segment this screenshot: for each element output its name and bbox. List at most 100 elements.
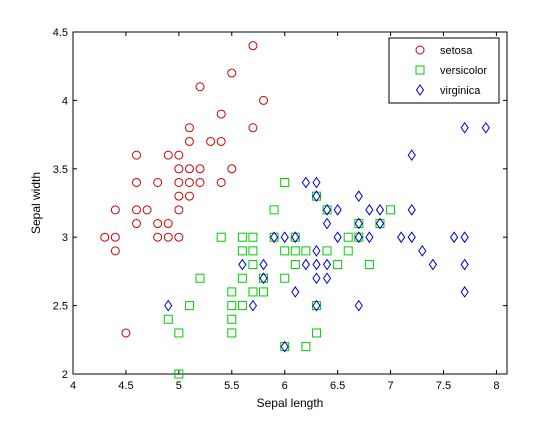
legend-marker-setosa <box>415 45 425 55</box>
versicolor-point <box>343 232 353 242</box>
versicolor-point <box>248 287 258 297</box>
legend-label-setosa: setosa <box>440 45 473 57</box>
virginica-point <box>312 272 321 285</box>
versicolor-point <box>216 232 226 242</box>
virginica-point <box>301 258 310 271</box>
versicolor-point <box>227 328 237 338</box>
virginica-point <box>428 258 438 271</box>
x-tick-label: 5 <box>176 380 182 392</box>
versicolor-point <box>386 205 396 215</box>
y-axis-label: Sepal width <box>29 172 43 234</box>
legend-marker-virginica <box>415 84 425 96</box>
virginica-point <box>460 286 469 298</box>
setosa-point <box>132 219 142 229</box>
setosa-point <box>174 164 184 174</box>
setosa-point <box>195 82 205 92</box>
setosa-point <box>216 177 226 187</box>
versicolor-point <box>343 246 353 256</box>
setosa-point <box>153 219 163 229</box>
versicolor-point <box>163 314 173 324</box>
setosa-point <box>216 136 226 146</box>
versicolor-point <box>280 246 290 256</box>
virginica-point <box>291 286 300 298</box>
virginica-point <box>322 258 332 271</box>
versicolor-point <box>290 246 300 256</box>
virginica-point <box>354 299 363 312</box>
virginica-point <box>375 203 385 216</box>
versicolor-point <box>227 301 237 311</box>
versicolor-point <box>269 205 279 215</box>
y-tick-label: 3.5 <box>53 164 68 176</box>
setosa-point <box>163 232 173 242</box>
legend-label-virginica: virginica <box>440 85 481 97</box>
versicolor-point <box>195 273 205 283</box>
setosa-point <box>153 177 163 187</box>
x-axis-label: Sepal length <box>257 396 324 410</box>
setosa-point <box>132 205 142 215</box>
versicolor-point <box>301 246 311 256</box>
virginica-point <box>354 231 363 244</box>
setosa-point <box>163 219 173 229</box>
setosa-point <box>163 150 173 160</box>
virginica-point <box>354 190 363 203</box>
setosa-point <box>206 136 216 146</box>
versicolor-point <box>290 260 300 270</box>
setosa-point <box>110 205 120 215</box>
x-tick-label: 4.5 <box>118 380 133 392</box>
virginica-point <box>280 231 289 244</box>
virginica-point <box>333 231 342 244</box>
series-setosa <box>100 41 269 338</box>
setosa-point <box>174 191 184 201</box>
versicolor-point <box>227 287 237 297</box>
y-tick-label: 4.5 <box>53 27 68 39</box>
versicolor-point <box>248 260 258 270</box>
versicolor-point <box>248 246 258 256</box>
virginica-point <box>291 231 300 244</box>
virginica-point <box>259 258 268 271</box>
x-tick-label: 7.5 <box>436 380 451 392</box>
versicolor-point <box>237 273 247 283</box>
virginica-point <box>270 231 279 244</box>
versicolor-point <box>280 273 290 283</box>
versicolor-point <box>259 287 269 297</box>
virginica-point <box>365 231 374 244</box>
versicolor-point <box>333 260 343 270</box>
virginica-point <box>312 245 321 257</box>
virginica-point <box>238 258 247 271</box>
setosa-point <box>132 150 142 160</box>
virginica-point <box>460 121 469 134</box>
ticks-layer: 4 4.5 5 5.5 6 6.5 7 7.5 8 2 2.5 3 3.5 4 4.5 <box>53 27 507 392</box>
versicolor-point <box>301 342 311 352</box>
virginica-point <box>280 340 289 353</box>
x-tick-label: 4 <box>70 380 76 392</box>
virginica-point <box>322 272 332 285</box>
virginica-point <box>333 203 342 216</box>
setosa-point <box>227 164 237 174</box>
versicolor-point <box>174 328 184 338</box>
setosa-point <box>132 177 142 187</box>
y-tick-label: 3 <box>62 232 68 244</box>
versicolor-point <box>280 177 290 187</box>
versicolor-point <box>364 260 374 270</box>
virginica-point <box>460 231 469 244</box>
virginica-point <box>407 203 416 216</box>
x-tick-label: 6 <box>282 380 288 392</box>
virginica-point <box>164 299 173 312</box>
virginica-point <box>397 231 406 244</box>
x-tick-label: 5.5 <box>224 380 239 392</box>
legend-marker-versicolor <box>415 65 425 75</box>
virginica-point <box>460 258 469 271</box>
setosa-point <box>195 164 205 174</box>
versicolor-point <box>174 369 184 379</box>
setosa-point <box>110 232 120 242</box>
setosa-point <box>110 246 120 256</box>
virginica-point <box>407 231 416 244</box>
setosa-point <box>216 109 226 119</box>
setosa-point <box>184 164 194 174</box>
versicolor-point <box>227 314 237 324</box>
versicolor-point <box>184 301 194 311</box>
setosa-point <box>184 191 194 201</box>
setosa-point <box>184 123 194 133</box>
setosa-point <box>153 232 163 242</box>
